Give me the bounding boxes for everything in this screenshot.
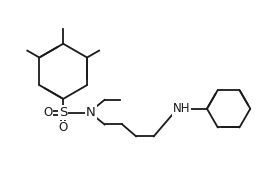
Text: NH: NH <box>172 102 190 115</box>
Text: S: S <box>59 106 67 119</box>
Text: O: O <box>43 106 53 119</box>
Text: O: O <box>59 121 68 134</box>
Text: N: N <box>86 106 96 119</box>
